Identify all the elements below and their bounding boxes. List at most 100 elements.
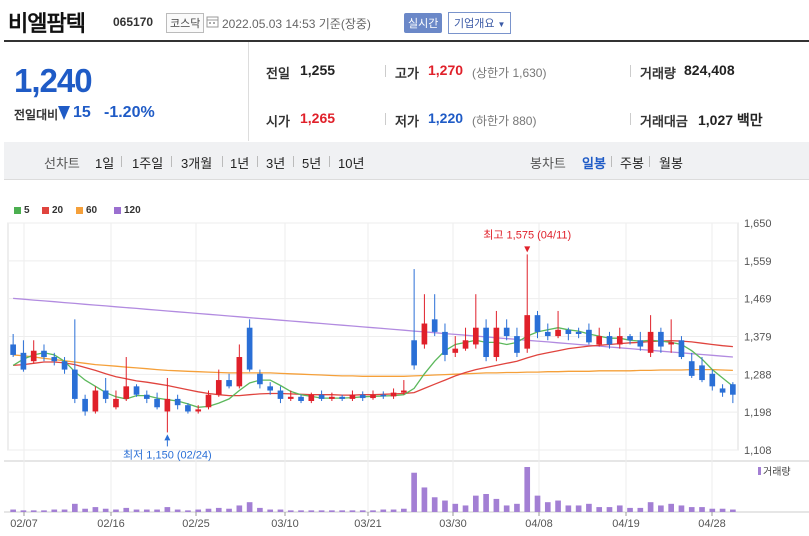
volume-bar [308,510,315,512]
candle-body [174,398,181,406]
volume-bar [637,507,644,512]
x-tick-label: 04/08 [525,518,553,530]
candle-body [329,396,335,399]
candle-body [287,396,294,399]
candle-body [637,340,644,347]
candle-body [586,329,592,343]
x-tick-label: 03/30 [439,518,467,530]
candle-body [411,340,417,366]
volume-bar [575,505,582,512]
open-label: 시가 [266,114,290,129]
volume-bar [483,494,489,512]
volume-bar [226,508,232,512]
candle-body [10,344,16,355]
tab-monthly[interactable]: 월봉 [659,156,683,171]
volume-bar [503,505,510,512]
volume-bar [257,507,263,512]
candle-body [267,386,274,391]
current-price: 1,240 [14,62,93,99]
candle-body [164,398,171,412]
volume-bar [133,509,140,512]
candle-body [431,319,438,332]
candle-body [205,394,212,408]
volume-bar [493,498,500,512]
volume-bar [380,509,387,512]
volume-bar [555,500,561,512]
volume-bar [534,495,541,512]
candle-body [565,329,572,334]
volume-bar [349,510,356,512]
candle-body [472,327,479,345]
volume-bar [730,509,736,512]
low-arrow-icon [164,434,171,441]
tab-5y[interactable]: 5년 [302,156,322,171]
volume-bar [647,502,654,512]
volume-bar [123,507,130,512]
y-tick-label: 1,559 [744,256,772,268]
candle-body [349,394,356,399]
company-overview-dropdown[interactable]: 기업개요 ▼ [448,12,512,34]
legend-ma60-swatch [76,207,83,214]
tab-separator [121,156,122,167]
tab-separator [222,156,223,167]
volume-bar [514,503,520,512]
volume-bar [606,507,613,512]
y-tick-label: 1,108 [744,445,772,457]
tab-1w[interactable]: 1주일 [132,156,164,171]
candle-body [339,396,345,399]
candle-body [514,336,520,353]
volume-bar [246,502,253,512]
volume-legend-swatch [758,467,761,475]
down-arrow-icon [58,106,70,120]
volume-bar [72,503,78,512]
tab-daily[interactable]: 일봉 [582,156,606,171]
candle-body [442,331,448,355]
volume-bar [185,510,191,512]
tab-3m[interactable]: 3개월 [181,156,213,171]
candle-body [596,336,603,345]
tab-3y[interactable]: 3년 [266,156,286,171]
tab-weekly[interactable]: 주봉 [620,156,644,171]
volume-bar [596,507,603,512]
volume-bar [678,505,685,512]
candle-body [401,390,407,393]
candle-body [185,405,191,412]
x-tick-label: 02/07 [10,518,38,530]
candle-body [370,394,376,399]
volume-bar [215,507,222,512]
ma120-line [13,297,733,358]
volume-value: 824,408 [684,62,735,78]
high-value: 1,270 [428,62,464,78]
volume-bar [544,502,551,512]
candle-body [709,373,716,387]
legend-ma120: 120 [124,205,141,216]
candle-body [226,380,232,387]
x-tick-label: 03/10 [271,518,299,530]
candle-body [534,315,541,332]
volume-bar [390,509,397,512]
lower-limit: (하한가 880) [472,114,537,128]
realtime-button[interactable]: 실시간 [404,13,443,33]
candle-body [92,390,99,412]
candle-body [41,350,47,358]
candle-body [503,327,510,337]
y-tick-label: 1,288 [744,369,772,381]
tab-10y[interactable]: 10년 [338,156,365,171]
volume-bar [102,508,109,512]
volume-bar [586,503,592,512]
candle-body [246,327,253,370]
volume-bar [616,505,623,512]
volume-bar [205,508,212,512]
tab-1d[interactable]: 1일 [95,156,115,171]
volume-bar [688,507,695,512]
candle-body [308,394,315,401]
volume-bar [61,509,68,512]
candle-body [524,315,531,349]
candle-body [318,394,325,399]
candle-body [113,398,119,408]
tab-1y[interactable]: 1년 [230,156,250,171]
candle-body [616,336,623,345]
volume-bar [462,505,469,512]
candle-body [575,331,582,334]
volume-bar [113,509,119,512]
